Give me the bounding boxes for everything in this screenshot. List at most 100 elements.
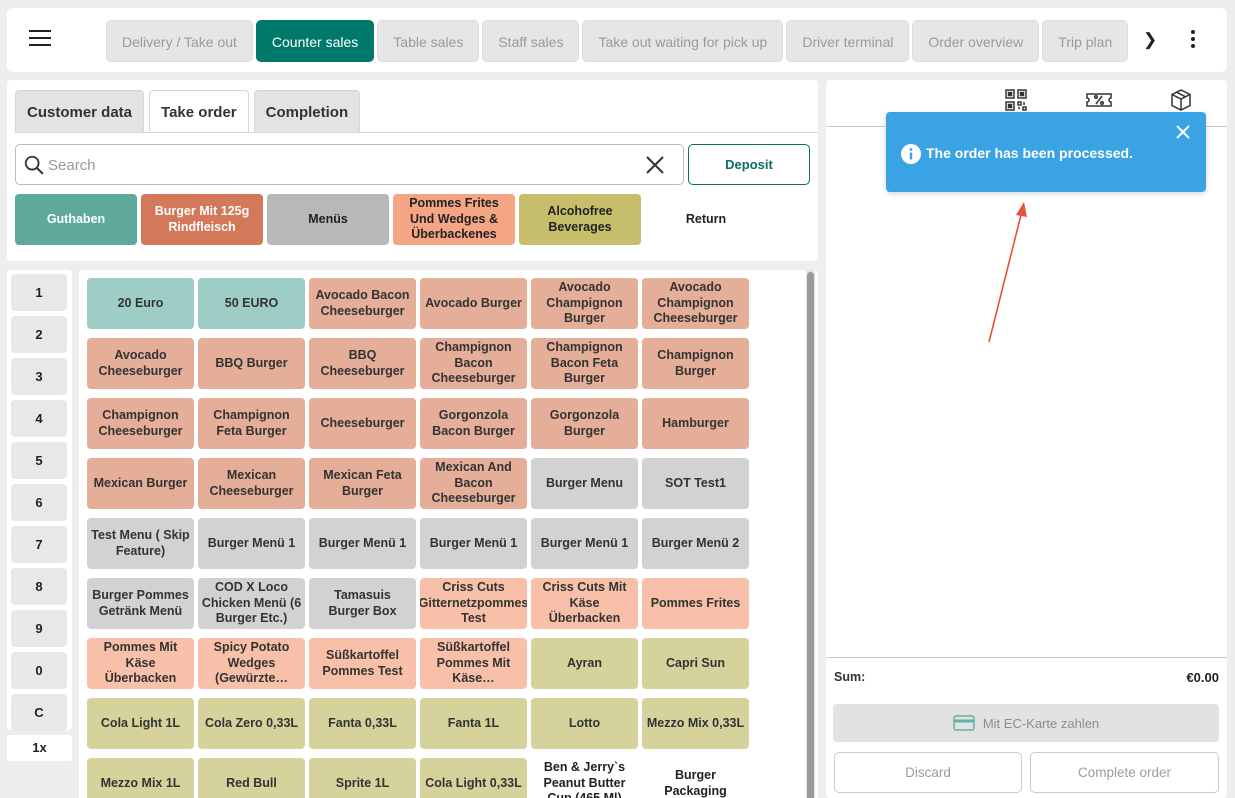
deposit-button[interactable]: Deposit [688,144,810,185]
tab-completion[interactable]: Completion [253,90,361,133]
numpad-key-0[interactable]: 0 [11,652,67,689]
numpad-key-3[interactable]: 3 [11,358,67,395]
complete-order-button[interactable]: Complete order [1030,752,1219,793]
product-50-euro[interactable]: 50 EURO [198,278,305,329]
product-ayran[interactable]: Ayran [531,638,638,689]
numpad-key-8[interactable]: 8 [11,568,67,605]
product-fanta-1l[interactable]: Fanta 1L [420,698,527,749]
product-mexican-and-bacon-cheeseburger[interactable]: Mexican And Bacon Cheeseburger [420,458,527,509]
qr-code-icon[interactable] [1004,88,1028,112]
product-cola-light-0-33l[interactable]: Cola Light 0,33L [420,758,527,798]
product-ben-jerry-s-peanut-butter-cup-465-ml[interactable]: Ben & Jerry`s Peanut Butter Cup (465 Ml) [531,758,638,798]
package-icon[interactable] [1169,88,1193,112]
product-burger-men-1[interactable]: Burger Menü 1 [531,518,638,569]
pay-ec-card-button[interactable]: Mit EC-Karte zahlen [833,704,1219,742]
product-20-euro[interactable]: 20 Euro [87,278,194,329]
product-avocado-champignon-cheeseburger[interactable]: Avocado Champignon Cheeseburger [642,278,749,329]
numpad-key-1[interactable]: 1 [11,274,67,311]
close-icon[interactable] [1176,125,1190,139]
product-cheeseburger[interactable]: Cheeseburger [309,398,416,449]
numpad-key-clear[interactable]: C [11,694,67,731]
numpad: 1 2 3 4 5 6 7 8 9 0 C [7,270,72,731]
category-alcohofree-beverages[interactable]: Alcohofree Beverages [519,194,641,245]
product-avocado-bacon-cheeseburger[interactable]: Avocado Bacon Cheeseburger [309,278,416,329]
product-scrollbar[interactable] [806,270,815,798]
product-avocado-champignon-burger[interactable]: Avocado Champignon Burger [531,278,638,329]
product-pommes-frites[interactable]: Pommes Frites [642,578,749,629]
numpad-key-2[interactable]: 2 [11,316,67,353]
product-burger-men-1[interactable]: Burger Menü 1 [198,518,305,569]
product-champignon-cheeseburger[interactable]: Champignon Cheeseburger [87,398,194,449]
tab-take-out-waiting-for-pick-up[interactable]: Take out waiting for pick up [582,20,784,62]
product-mexican-cheeseburger[interactable]: Mexican Cheeseburger [198,458,305,509]
tab-trip-plan[interactable]: Trip plan [1042,20,1129,62]
numpad-key-4[interactable]: 4 [11,400,67,437]
numpad-key-7[interactable]: 7 [11,526,67,563]
product-fanta-0-33l[interactable]: Fanta 0,33L [309,698,416,749]
tab-customer-data[interactable]: Customer data [15,90,145,133]
product-mexican-burger[interactable]: Mexican Burger [87,458,194,509]
product-champignon-bacon-cheeseburger[interactable]: Champignon Bacon Cheeseburger [420,338,527,389]
product-champignon-burger[interactable]: Champignon Burger [642,338,749,389]
product-bbq-burger[interactable]: BBQ Burger [198,338,305,389]
product-test-menu-skip-feature[interactable]: Test Menu ( Skip Feature) [87,518,194,569]
product-s-kartoffel-pommes-test[interactable]: Süßkartoffel Pommes Test [309,638,416,689]
numpad-key-5[interactable]: 5 [11,442,67,479]
product-s-kartoffel-pommes-mit-k-se[interactable]: Süßkartoffel Pommes Mit Käse… [420,638,527,689]
product-gorgonzola-bacon-burger[interactable]: Gorgonzola Bacon Burger [420,398,527,449]
product-mezzo-mix-0-33l[interactable]: Mezzo Mix 0,33L [642,698,749,749]
product-sprite-1l[interactable]: Sprite 1L [309,758,416,798]
product-burger-packaging[interactable]: Burger Packaging [642,758,749,798]
product-burger-men-1[interactable]: Burger Menü 1 [309,518,416,569]
numpad-key-9[interactable]: 9 [11,610,67,647]
product-burger-men-1[interactable]: Burger Menü 1 [420,518,527,569]
tab-take-order[interactable]: Take order [149,90,249,133]
search-input[interactable] [48,154,628,176]
product-gorgonzola-burger[interactable]: Gorgonzola Burger [531,398,638,449]
product-sot-test1[interactable]: SOT Test1 [642,458,749,509]
product-burger-pommes-getr-nk-men[interactable]: Burger Pommes Getränk Menü [87,578,194,629]
clear-search-icon[interactable] [645,155,665,175]
product-bbq-cheeseburger[interactable]: BBQ Cheeseburger [309,338,416,389]
category-guthaben[interactable]: Guthaben [15,194,137,245]
more-options-icon[interactable] [1190,30,1196,50]
tab-counter-sales[interactable]: Counter sales [255,20,375,62]
product-criss-cuts-mit-k-se-berbacken[interactable]: Criss Cuts Mit Käse Überbacken [531,578,638,629]
product-capri-sun[interactable]: Capri Sun [642,638,749,689]
tab-delivery-take-out[interactable]: Delivery / Take out [106,20,253,62]
category-return[interactable]: Return [645,194,767,245]
product-pommes-mit-k-se-berbacken[interactable]: Pommes Mit Käse Überbacken [87,638,194,689]
product-tamasuis-burger-box[interactable]: Tamasuis Burger Box [309,578,416,629]
product-mezzo-mix-1l[interactable]: Mezzo Mix 1L [87,758,194,798]
product-cola-light-1l[interactable]: Cola Light 1L [87,698,194,749]
tab-driver-terminal[interactable]: Driver terminal [786,20,910,62]
numpad-key-6[interactable]: 6 [11,484,67,521]
tab-table-sales[interactable]: Table sales [377,20,480,62]
category-men-s[interactable]: Menüs [267,194,389,245]
product-cola-zero-0-33l[interactable]: Cola Zero 0,33L [198,698,305,749]
product-avocado-cheeseburger[interactable]: Avocado Cheeseburger [87,338,194,389]
product-avocado-burger[interactable]: Avocado Burger [420,278,527,329]
product-cod-x-loco-chicken-men-6-burger-etc[interactable]: COD X Loco Chicken Menü (6 Burger Etc.) [198,578,305,629]
product-mexican-feta-burger[interactable]: Mexican Feta Burger [309,458,416,509]
category-burger-mit-125g-rindfleisch[interactable]: Burger Mit 125g Rindfleisch [141,194,263,245]
product-criss-cuts-gitternetzpommes-test[interactable]: Criss Cuts (Gitternetzpommes) Test [420,578,527,629]
scrollbar-thumb[interactable] [807,272,814,798]
tab-staff-sales[interactable]: Staff sales [482,20,580,62]
search-box[interactable] [15,144,684,185]
product-burger-menu[interactable]: Burger Menu [531,458,638,509]
product-burger-men-2[interactable]: Burger Menü 2 [642,518,749,569]
quantity-multiplier[interactable]: 1x [7,735,72,761]
menu-icon[interactable] [29,30,51,50]
discount-voucher-icon[interactable] [1085,88,1113,112]
product-spicy-potato-wedges-gew-rzte[interactable]: Spicy Potato Wedges (Gewürzte… [198,638,305,689]
tabs-next-icon[interactable]: ❯ [1143,30,1158,49]
discard-button[interactable]: Discard [834,752,1022,793]
product-red-bull[interactable]: Red Bull [198,758,305,798]
tab-order-overview[interactable]: Order overview [912,20,1040,62]
product-champignon-feta-burger[interactable]: Champignon Feta Burger [198,398,305,449]
category-pommes-frites-und-wedges-berbackenes[interactable]: Pommes Frites Und Wedges & Überbackenes [393,194,515,245]
product-champignon-bacon-feta-burger[interactable]: Champignon Bacon Feta Burger [531,338,638,389]
product-lotto[interactable]: Lotto [531,698,638,749]
product-hamburger[interactable]: Hamburger [642,398,749,449]
